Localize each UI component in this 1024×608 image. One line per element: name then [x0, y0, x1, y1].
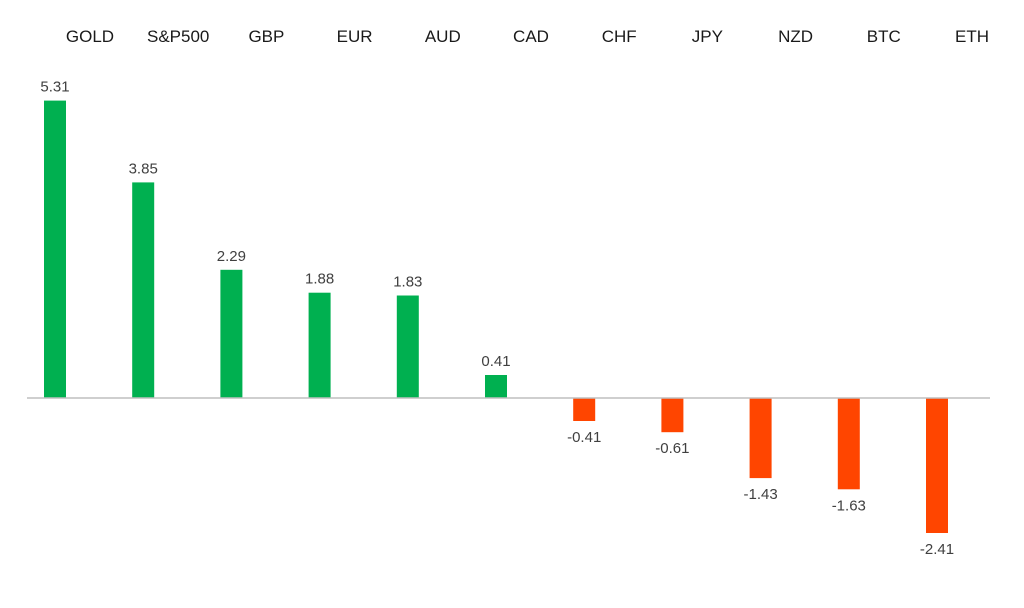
value-label-aud: 1.83: [393, 274, 422, 291]
value-label-btc: -1.63: [832, 497, 866, 514]
value-labels-layer: 5.31 3.85 2.29 1.88 1.83 0.41 -0.41 -0.61 -1.43 -…: [40, 79, 954, 558]
value-label-eur: 1.88: [305, 271, 334, 288]
category-label-aud: AUD: [425, 27, 461, 46]
value-label-nzd: -1.43: [743, 486, 777, 503]
bar-nzd: [749, 398, 772, 479]
category-label-s-p500: S&P500: [147, 27, 209, 46]
bar-gbp: [220, 269, 243, 398]
bar-jpy: [661, 398, 684, 433]
bars-layer: [44, 100, 948, 533]
category-label-nzd: NZD: [778, 27, 813, 46]
category-label-eth: ETH: [955, 27, 989, 46]
value-label-chf: -0.41: [567, 429, 601, 446]
value-label-jpy: -0.61: [655, 440, 689, 457]
category-label-gbp: GBP: [248, 27, 284, 46]
bar-btc: [837, 398, 860, 490]
bar-cad: [485, 375, 507, 398]
category-label-jpy: JPY: [692, 27, 723, 46]
bar-gold: [44, 100, 66, 398]
value-label-s-p500: 3.85: [129, 160, 158, 177]
category-label-cad: CAD: [513, 27, 549, 46]
bar-s-p500: [132, 182, 155, 398]
category-label-eur: EUR: [337, 27, 373, 46]
category-label-chf: CHF: [602, 27, 637, 46]
category-label-gold: GOLD: [66, 27, 114, 46]
value-label-eth: -2.41: [920, 541, 954, 558]
value-label-cad: 0.41: [481, 353, 510, 370]
bar-eth: [926, 398, 948, 533]
bar-eur: [308, 292, 331, 398]
value-label-gbp: 2.29: [217, 248, 246, 265]
category-labels-layer: GOLD S&P500 GBP EUR AUD CAD CHF JPY NZD BTC ETH: [66, 27, 989, 46]
bar-chf: [573, 398, 596, 421]
value-label-gold: 5.31: [40, 79, 69, 96]
bar-aud: [396, 295, 419, 398]
category-label-btc: BTC: [867, 27, 901, 46]
